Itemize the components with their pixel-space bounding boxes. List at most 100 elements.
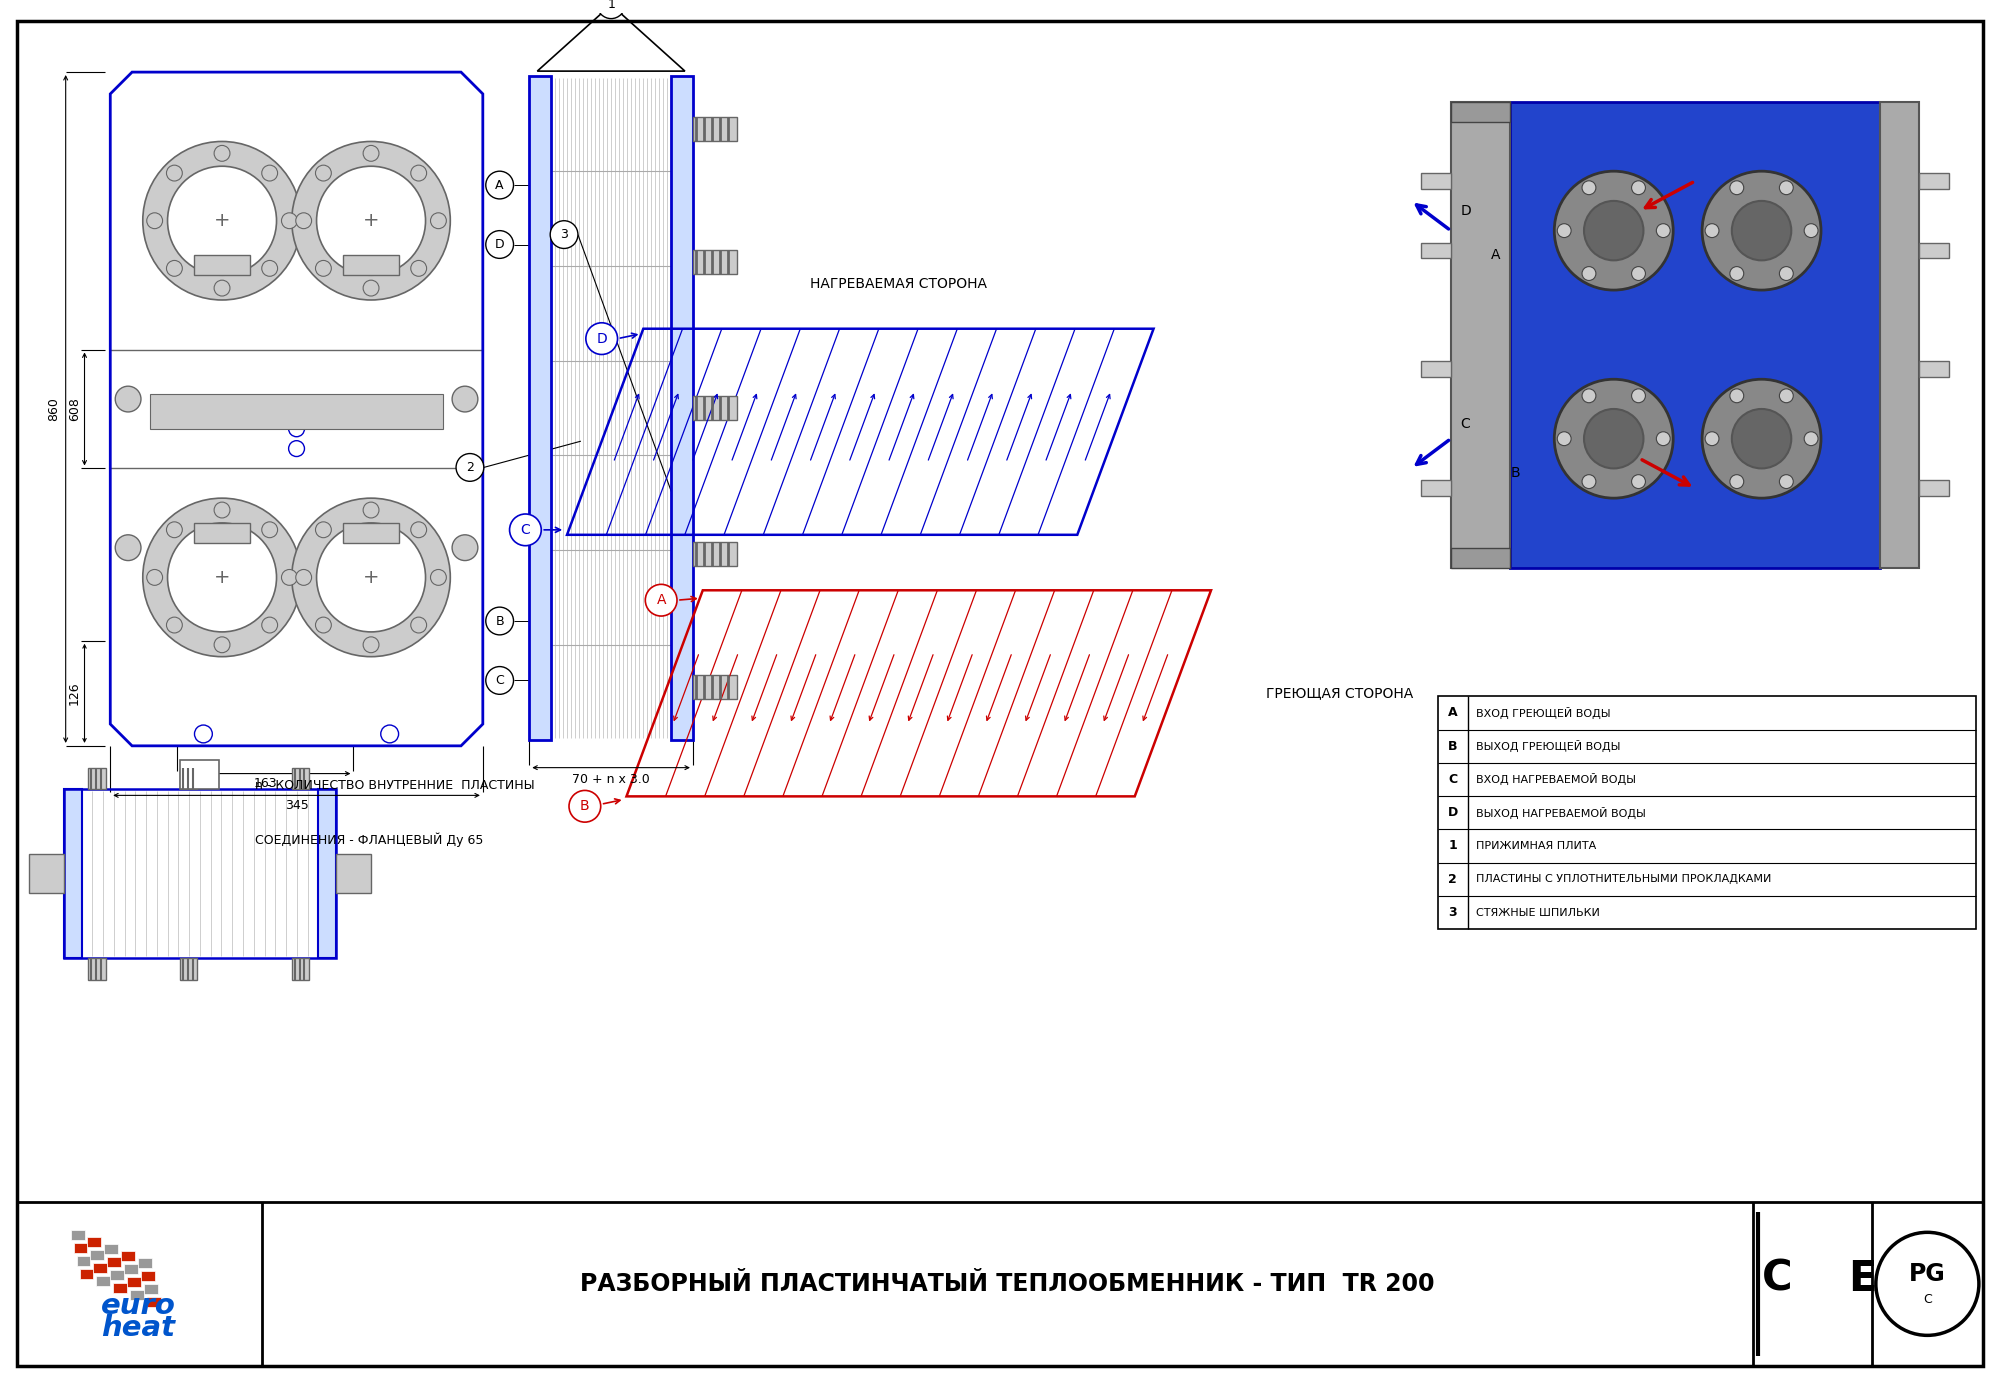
Text: A: A bbox=[656, 594, 666, 607]
Circle shape bbox=[116, 386, 140, 412]
Circle shape bbox=[1656, 431, 1670, 445]
Circle shape bbox=[1804, 224, 1818, 238]
Text: D: D bbox=[596, 331, 608, 346]
Circle shape bbox=[1554, 172, 1674, 290]
Text: РАЗБОРНЫЙ ПЛАСТИНЧАТЫЙ ТЕПЛООБМЕННИК - ТИП  TR 200: РАЗБОРНЫЙ ПЛАСТИНЧАТЫЙ ТЕПЛООБМЕННИК - Т… bbox=[580, 1272, 1434, 1296]
Text: СТЯЖНЫЕ ШПИЛЬКИ: СТЯЖНЫЕ ШПИЛЬКИ bbox=[1476, 907, 1600, 918]
FancyBboxPatch shape bbox=[108, 1257, 122, 1267]
Circle shape bbox=[586, 323, 618, 354]
Circle shape bbox=[1730, 389, 1744, 403]
Text: n - КОЛИЧЕСТВО ВНУТРЕННИЕ  ПЛАСТИНЫ: n - КОЛИЧЕСТВО ВНУТРЕННИЕ ПЛАСТИНЫ bbox=[254, 779, 534, 791]
Text: 70 + n x 3.0: 70 + n x 3.0 bbox=[572, 774, 650, 786]
Circle shape bbox=[316, 165, 332, 181]
Bar bbox=[692, 396, 738, 420]
FancyBboxPatch shape bbox=[130, 1290, 144, 1300]
Circle shape bbox=[1554, 379, 1674, 499]
Circle shape bbox=[168, 523, 276, 632]
Circle shape bbox=[1582, 389, 1596, 403]
Text: B: B bbox=[1510, 466, 1520, 481]
Circle shape bbox=[1730, 474, 1744, 489]
Circle shape bbox=[168, 166, 276, 275]
Circle shape bbox=[486, 607, 514, 635]
Circle shape bbox=[364, 502, 378, 518]
FancyBboxPatch shape bbox=[144, 1283, 158, 1294]
Circle shape bbox=[410, 261, 426, 276]
Circle shape bbox=[1780, 389, 1794, 403]
Text: C: C bbox=[520, 523, 530, 537]
Circle shape bbox=[430, 213, 446, 228]
Bar bbox=[292, 958, 310, 980]
Circle shape bbox=[316, 522, 332, 537]
Circle shape bbox=[550, 221, 578, 249]
Circle shape bbox=[452, 534, 478, 561]
Bar bbox=[194, 256, 250, 275]
FancyBboxPatch shape bbox=[70, 1230, 84, 1241]
Text: 345: 345 bbox=[284, 798, 308, 812]
Bar bbox=[88, 958, 106, 980]
FancyBboxPatch shape bbox=[114, 1283, 128, 1293]
Text: +: + bbox=[214, 567, 230, 587]
Circle shape bbox=[166, 165, 182, 181]
Text: 1: 1 bbox=[608, 0, 616, 11]
Bar bbox=[180, 760, 220, 790]
Circle shape bbox=[1706, 224, 1718, 238]
Text: 126: 126 bbox=[68, 682, 82, 705]
Circle shape bbox=[1632, 267, 1646, 280]
Bar bbox=[180, 958, 198, 980]
Text: euro: euro bbox=[100, 1292, 176, 1319]
Text: ВХОД ГРЕЮЩЕЙ ВОДЫ: ВХОД ГРЕЮЩЕЙ ВОДЫ bbox=[1476, 706, 1610, 719]
Text: C: C bbox=[1460, 416, 1470, 431]
Circle shape bbox=[456, 453, 484, 481]
Bar bbox=[1880, 102, 1920, 567]
Text: D: D bbox=[494, 238, 504, 251]
Text: ВЫХОД НАГРЕВАЕМОЙ ВОДЫ: ВЫХОД НАГРЕВАЕМОЙ ВОДЫ bbox=[1476, 807, 1646, 819]
Text: ПЛАСТИНЫ С УПЛОТНИТЕЛЬНЫМИ ПРОКЛАДКАМИ: ПЛАСТИНЫ С УПЛОТНИТЕЛЬНЫМИ ПРОКЛАДКАМИ bbox=[1476, 874, 1770, 885]
Circle shape bbox=[1582, 267, 1596, 280]
Circle shape bbox=[510, 514, 542, 545]
Bar bbox=[88, 768, 106, 790]
Circle shape bbox=[1584, 201, 1644, 260]
Text: СОЕДИНЕНИЯ - ФЛАНЦЕВЫЙ Ду 65: СОЕДИНЕНИЯ - ФЛАНЦЕВЫЙ Ду 65 bbox=[254, 833, 484, 848]
Circle shape bbox=[296, 569, 312, 585]
Circle shape bbox=[1582, 181, 1596, 195]
Circle shape bbox=[364, 638, 378, 653]
Circle shape bbox=[292, 142, 450, 300]
Text: 608: 608 bbox=[68, 397, 82, 420]
Text: 2: 2 bbox=[466, 460, 474, 474]
Text: 860: 860 bbox=[48, 397, 60, 420]
Bar bbox=[30, 853, 64, 893]
Bar bbox=[1920, 481, 1950, 496]
Circle shape bbox=[1804, 431, 1818, 445]
FancyBboxPatch shape bbox=[74, 1243, 88, 1253]
Bar bbox=[344, 256, 398, 275]
Text: C: C bbox=[496, 675, 504, 687]
Bar bbox=[1450, 102, 1510, 567]
Circle shape bbox=[296, 213, 312, 228]
Text: B: B bbox=[496, 614, 504, 628]
Bar bbox=[530, 76, 552, 739]
Circle shape bbox=[316, 261, 332, 276]
Text: 3: 3 bbox=[560, 228, 568, 240]
Circle shape bbox=[646, 584, 678, 616]
Text: B: B bbox=[1448, 739, 1458, 753]
Circle shape bbox=[1702, 379, 1822, 499]
Circle shape bbox=[410, 522, 426, 537]
Text: ПРИЖИМНАЯ ПЛИТА: ПРИЖИМНАЯ ПЛИТА bbox=[1476, 841, 1596, 851]
Circle shape bbox=[316, 617, 332, 633]
Circle shape bbox=[1558, 431, 1572, 445]
Bar bbox=[1510, 102, 1880, 567]
Text: PG: PG bbox=[1910, 1261, 1946, 1286]
Circle shape bbox=[1876, 1232, 1978, 1336]
Bar bbox=[1920, 173, 1950, 190]
FancyBboxPatch shape bbox=[80, 1270, 94, 1279]
Text: 163: 163 bbox=[254, 776, 278, 790]
Bar bbox=[1422, 361, 1450, 378]
Circle shape bbox=[214, 502, 230, 518]
Circle shape bbox=[1730, 267, 1744, 280]
Circle shape bbox=[262, 617, 278, 633]
Text: A: A bbox=[1448, 706, 1458, 720]
Circle shape bbox=[282, 213, 298, 228]
Bar bbox=[672, 76, 692, 739]
Circle shape bbox=[166, 522, 182, 537]
Circle shape bbox=[570, 790, 600, 822]
